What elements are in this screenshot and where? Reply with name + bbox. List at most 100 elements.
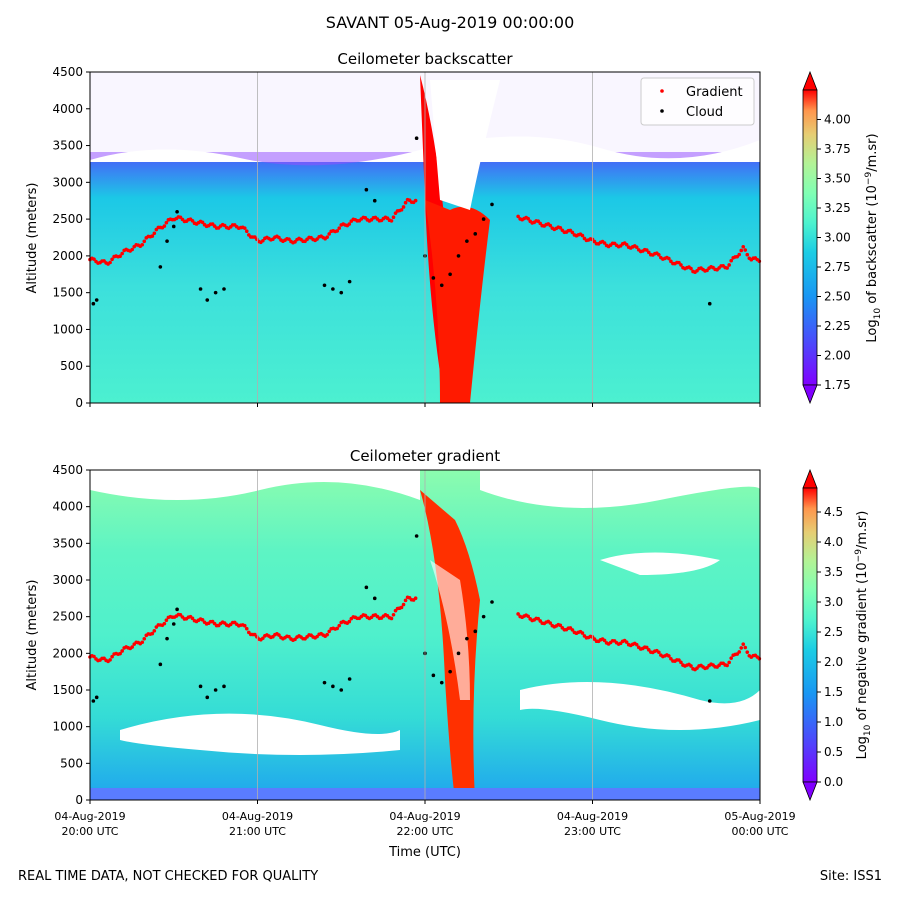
cloud-point xyxy=(490,600,494,604)
bottom-ylabel: Altitude (meters) xyxy=(25,580,40,691)
gradient-point xyxy=(580,233,585,238)
gradient-point xyxy=(327,629,331,634)
cloud-point xyxy=(339,290,344,295)
gradient-point xyxy=(130,645,135,649)
cloud-point xyxy=(439,283,444,288)
gradient-point xyxy=(729,258,733,263)
top-colorbar-ticks: 1.75 2.00 2.25 2.50 2.75 3.00 3.25 3.50 3.75 4.00 xyxy=(817,113,851,392)
gradient-point xyxy=(570,628,575,632)
colorbar-tick-label: 2.25 xyxy=(824,319,851,333)
gradient-point xyxy=(757,656,762,661)
cloud-point xyxy=(339,688,344,692)
colorbar-tick-label: 0.0 xyxy=(824,775,843,789)
x-tick-date: 05-Aug-2019 xyxy=(724,810,795,823)
cloud-point xyxy=(456,651,461,656)
gradient-point xyxy=(162,224,167,228)
cloud-point xyxy=(158,662,163,667)
gradient-point xyxy=(389,616,394,621)
y-tick-label: 4500 xyxy=(52,65,83,79)
y-tick-label: 4500 xyxy=(52,463,83,477)
colorbar-tick-label: 4.5 xyxy=(824,505,843,519)
x-tick-date: 04-Aug-2019 xyxy=(54,810,125,823)
y-tick-label: 500 xyxy=(60,756,83,770)
gradient-point xyxy=(325,632,329,637)
gradient-point xyxy=(580,631,585,635)
legend-gradient-marker xyxy=(660,89,664,93)
gradient-point xyxy=(737,650,742,654)
gradient-point xyxy=(727,660,731,665)
gradient-point xyxy=(729,656,733,660)
cloud-point xyxy=(372,596,377,601)
gradient-point xyxy=(743,248,748,252)
gradient-point xyxy=(150,234,155,238)
cloud-point xyxy=(91,699,96,703)
cloud-point xyxy=(165,239,169,243)
gradient-point xyxy=(413,198,418,203)
colorbar-tick-label: 4.00 xyxy=(824,113,851,127)
cloud-point xyxy=(331,684,335,689)
gradient-point xyxy=(624,242,629,247)
cloud-point xyxy=(198,684,203,689)
cloud-point xyxy=(213,290,218,295)
gradient-point xyxy=(327,232,331,236)
x-tick-time: 20:00 UTC xyxy=(61,825,118,838)
cloud-point xyxy=(490,202,494,207)
colorbar-tick-label: 4.0 xyxy=(824,535,843,549)
cloud-point xyxy=(158,265,163,269)
cloud-point xyxy=(439,680,444,685)
gradient-point xyxy=(644,248,649,252)
gradient-point xyxy=(277,633,281,637)
gradient-point xyxy=(92,257,96,261)
bottom-y-axis: 0 500 1000 1500 2000 2500 3000 3500 4000 4500 xyxy=(52,463,90,807)
top-colorbar-label: Log10 of backscatter (10−9/m.sr) xyxy=(864,133,883,342)
cloud-point xyxy=(322,680,327,685)
gradient-point xyxy=(190,616,195,621)
x-tick-time: 00:00 UTC xyxy=(731,825,788,838)
gradient-point xyxy=(558,623,563,628)
figure-title: SAVANT 05-Aug-2019 00:00:00 xyxy=(325,13,575,32)
gradient-point xyxy=(110,257,114,262)
colorbar-tick-label: 1.5 xyxy=(824,685,843,699)
quality-disclaimer: REAL TIME DATA, NOT CHECKED FOR QUALITY xyxy=(18,869,319,884)
x-tick-date: 04-Aug-2019 xyxy=(557,810,628,823)
gradient-point xyxy=(644,645,649,650)
colorbar-tick-label: 3.0 xyxy=(824,595,843,609)
gradient-point xyxy=(261,636,265,641)
top-y-axis: 0 500 1000 1500 2000 2500 3000 3500 4000 4500 xyxy=(52,65,90,410)
gradient-point xyxy=(516,612,520,616)
gradient-point xyxy=(624,640,629,644)
gradient-point xyxy=(413,596,418,601)
gradient-point xyxy=(164,618,169,623)
cloud-point xyxy=(94,695,99,700)
gradient-point xyxy=(142,636,147,641)
gradient-point xyxy=(108,658,112,662)
gradient-point xyxy=(120,649,124,653)
bottom-colorbar-label: Log10 of negative gradient (10−9/m.sr) xyxy=(854,511,873,760)
gradient-point xyxy=(403,598,408,603)
y-tick-label: 3500 xyxy=(52,139,83,153)
colorbar-tick-label: 1.0 xyxy=(824,715,843,729)
gradient-point xyxy=(667,654,671,658)
gradient-point xyxy=(120,251,124,256)
cloud-point xyxy=(465,636,469,641)
gradient-point xyxy=(200,618,205,622)
gradient-point xyxy=(92,654,96,659)
cloud-point xyxy=(222,287,226,291)
gradient-point xyxy=(679,660,683,665)
y-tick-label: 4000 xyxy=(52,500,83,514)
gradient-point xyxy=(548,621,553,625)
gradient-point xyxy=(130,247,135,252)
gradient-point xyxy=(689,266,693,271)
gradient-point xyxy=(242,623,247,628)
gradient-point xyxy=(741,642,746,647)
x-axis-label: Time (UTC) xyxy=(388,845,461,860)
site-label: Site: ISS1 xyxy=(819,869,882,884)
gradient-point xyxy=(277,235,281,240)
gradient-point xyxy=(325,235,329,239)
x-tick-time: 23:00 UTC xyxy=(564,825,621,838)
legend-cloud-marker xyxy=(660,109,664,113)
y-tick-label: 3000 xyxy=(52,573,83,587)
colorbar-tick-label: 3.75 xyxy=(824,142,851,156)
y-tick-label: 500 xyxy=(60,359,83,373)
gradient-point xyxy=(516,214,520,219)
